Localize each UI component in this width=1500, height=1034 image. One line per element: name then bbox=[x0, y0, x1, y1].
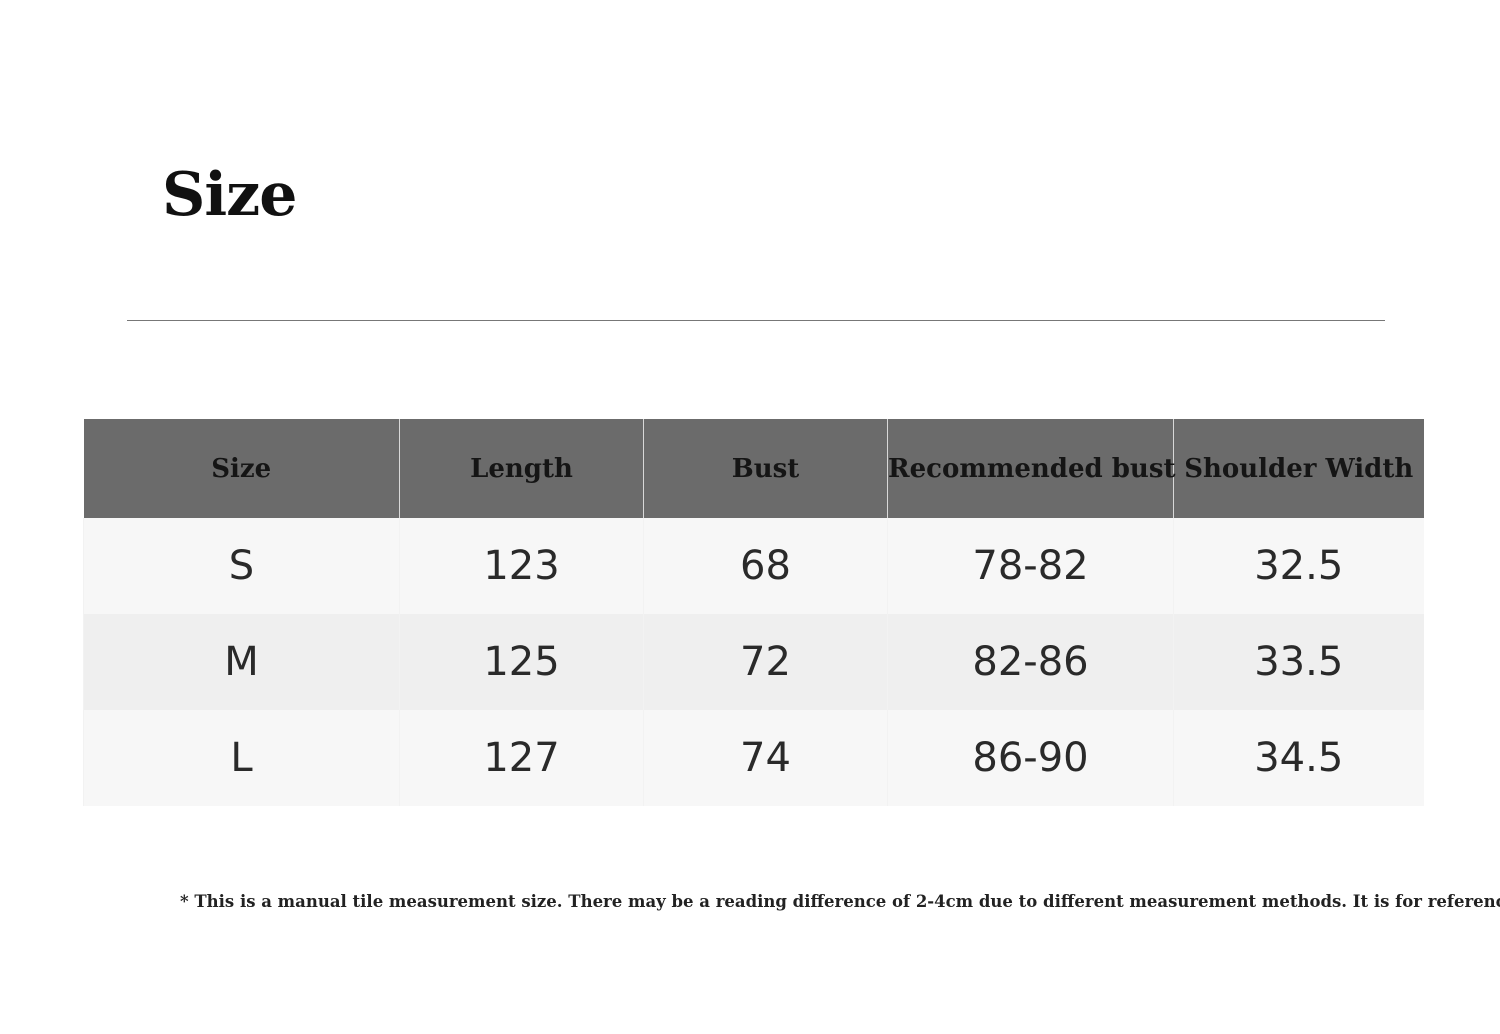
table-cell: 82-86 bbox=[887, 614, 1174, 710]
header-row: Size Length Bust Recommended bust Shoulder W… bbox=[83, 419, 1424, 518]
footnote: * This is a manual tile measurement size… bbox=[180, 892, 1500, 911]
column-header: Recommended bust bbox=[887, 419, 1175, 518]
table-cell: M bbox=[83, 614, 400, 710]
table-cell: 123 bbox=[399, 518, 644, 614]
divider bbox=[127, 320, 1385, 321]
table-cell: 32.5 bbox=[1173, 518, 1424, 614]
size-table: Size Length Bust Recommended bust Shoulder W… bbox=[83, 419, 1424, 806]
column-header: Length bbox=[399, 419, 644, 518]
table-row: S 123 68 78-82 32.5 bbox=[83, 518, 1424, 614]
table-cell: 86-90 bbox=[887, 710, 1174, 806]
table-cell: 68 bbox=[643, 518, 888, 614]
table-cell: 33.5 bbox=[1173, 614, 1424, 710]
table-cell: 72 bbox=[643, 614, 888, 710]
table-cell: 34.5 bbox=[1173, 710, 1424, 806]
column-header: Size bbox=[83, 419, 400, 518]
table-cell: 78-82 bbox=[887, 518, 1174, 614]
table-cell: 125 bbox=[399, 614, 644, 710]
table-cell: 127 bbox=[399, 710, 644, 806]
column-header: Shoulder Width bbox=[1173, 419, 1424, 518]
title: Size bbox=[162, 160, 297, 230]
table-cell: 74 bbox=[643, 710, 888, 806]
table-body: S 123 68 78-82 32.5 M 125 72 82-86 33.5 L 127 74 86-9… bbox=[83, 518, 1424, 806]
table-cell: S bbox=[83, 518, 400, 614]
table-cell: L bbox=[83, 710, 400, 806]
table-row: M 125 72 82-86 33.5 bbox=[83, 614, 1424, 710]
column-header: Bust bbox=[643, 419, 888, 518]
table-row: L 127 74 86-90 34.5 bbox=[83, 710, 1424, 806]
